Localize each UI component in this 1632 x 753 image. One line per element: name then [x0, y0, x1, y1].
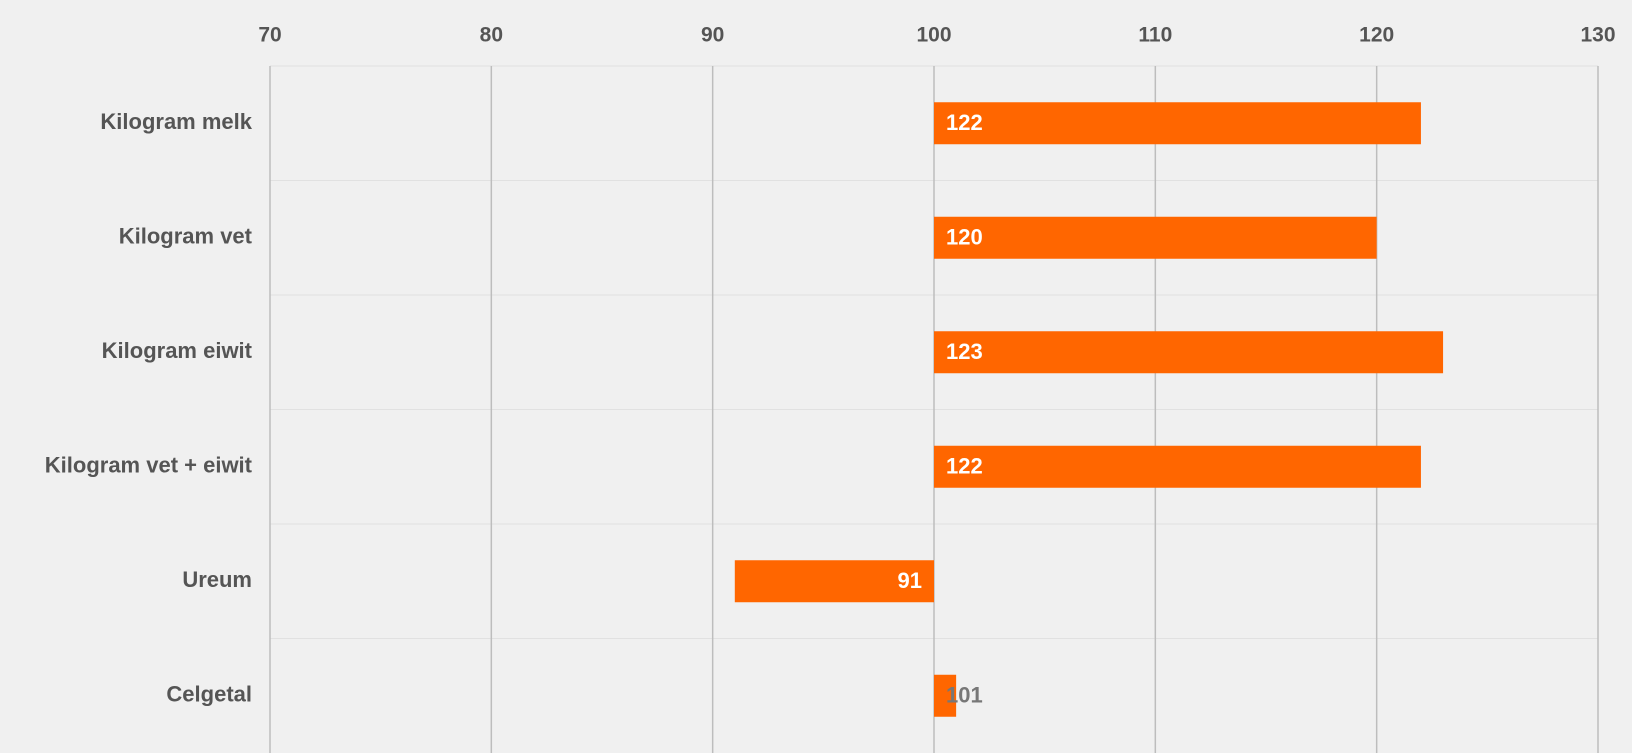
- data-label: 122: [946, 454, 983, 479]
- data-label: 101: [946, 683, 983, 708]
- bar: [934, 102, 1421, 145]
- x-tick-label: 70: [258, 24, 281, 47]
- gridlines: [269, 66, 1599, 753]
- data-label: 122: [946, 110, 983, 135]
- category-label: Kilogram vet + eiwit: [45, 453, 253, 478]
- x-tick-label: 130: [1580, 24, 1615, 47]
- data-labels: 122 120 123 122 91 101: [898, 110, 983, 708]
- category-label: Kilogram vet: [119, 224, 253, 249]
- bar: [934, 216, 1377, 259]
- bar: [934, 445, 1421, 488]
- x-tick-label: 80: [480, 24, 503, 47]
- category-labels: Kilogram melk Kilogram vet Kilogram eiwit K…: [45, 109, 253, 707]
- x-tick-label: 90: [701, 24, 724, 47]
- x-tick-label: 100: [916, 24, 951, 47]
- category-label: Kilogram eiwit: [102, 338, 253, 363]
- x-axis-tick-labels: 70 80 90 100 110 120 130: [258, 24, 1615, 47]
- x-tick-label: 110: [1138, 24, 1172, 47]
- category-label: Kilogram melk: [100, 109, 252, 134]
- data-label: 123: [946, 339, 983, 364]
- data-label: 120: [946, 225, 983, 250]
- category-label: Ureum: [182, 567, 252, 592]
- x-tick-label: 120: [1359, 24, 1394, 47]
- bar: [934, 331, 1444, 374]
- bar: [934, 674, 957, 717]
- category-label: Celgetal: [166, 682, 252, 707]
- bars: [734, 102, 1444, 717]
- data-label: 91: [898, 568, 922, 593]
- bar: [734, 560, 934, 603]
